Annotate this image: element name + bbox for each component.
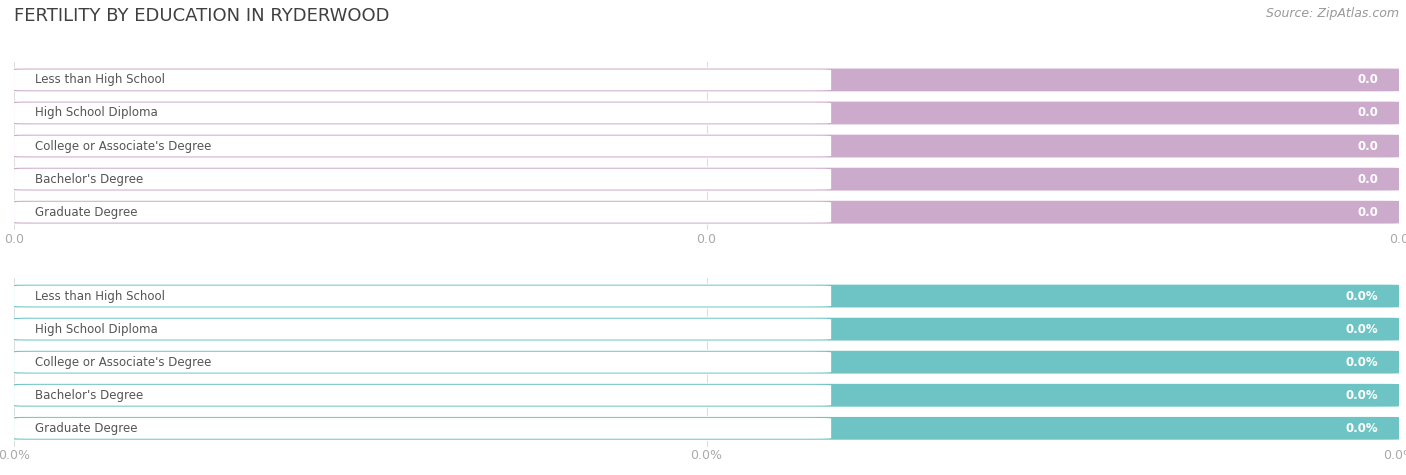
- FancyBboxPatch shape: [7, 351, 1406, 374]
- Text: College or Associate's Degree: College or Associate's Degree: [35, 140, 211, 152]
- Text: 0.0%: 0.0%: [1346, 389, 1378, 402]
- FancyBboxPatch shape: [7, 201, 1406, 224]
- Text: 0.0: 0.0: [1357, 106, 1378, 120]
- Text: 0.0: 0.0: [1357, 172, 1378, 186]
- Text: 0.0%: 0.0%: [1346, 422, 1378, 435]
- FancyBboxPatch shape: [14, 169, 831, 190]
- Text: 0.0%: 0.0%: [1346, 290, 1378, 303]
- Text: Bachelor's Degree: Bachelor's Degree: [35, 389, 143, 402]
- Text: Graduate Degree: Graduate Degree: [35, 422, 138, 435]
- FancyBboxPatch shape: [7, 318, 1406, 341]
- FancyBboxPatch shape: [14, 136, 831, 156]
- FancyBboxPatch shape: [14, 103, 831, 124]
- Text: FERTILITY BY EDUCATION IN RYDERWOOD: FERTILITY BY EDUCATION IN RYDERWOOD: [14, 7, 389, 25]
- FancyBboxPatch shape: [7, 168, 1406, 190]
- FancyBboxPatch shape: [7, 285, 1406, 307]
- Text: Graduate Degree: Graduate Degree: [35, 206, 138, 219]
- FancyBboxPatch shape: [7, 134, 1406, 158]
- FancyBboxPatch shape: [14, 352, 831, 372]
- Text: Less than High School: Less than High School: [35, 74, 165, 86]
- FancyBboxPatch shape: [14, 285, 831, 306]
- FancyBboxPatch shape: [7, 384, 1406, 407]
- Text: Less than High School: Less than High School: [35, 290, 165, 303]
- Text: 0.0: 0.0: [1357, 74, 1378, 86]
- FancyBboxPatch shape: [7, 102, 1406, 124]
- FancyBboxPatch shape: [14, 69, 831, 90]
- Text: 0.0: 0.0: [1357, 206, 1378, 219]
- FancyBboxPatch shape: [7, 417, 1406, 440]
- Text: High School Diploma: High School Diploma: [35, 106, 157, 120]
- Text: Bachelor's Degree: Bachelor's Degree: [35, 172, 143, 186]
- FancyBboxPatch shape: [14, 202, 831, 223]
- FancyBboxPatch shape: [7, 318, 1406, 341]
- FancyBboxPatch shape: [7, 351, 1406, 374]
- FancyBboxPatch shape: [7, 384, 1406, 407]
- FancyBboxPatch shape: [7, 68, 1406, 91]
- Text: 0.0%: 0.0%: [1346, 323, 1378, 336]
- FancyBboxPatch shape: [7, 134, 1406, 158]
- FancyBboxPatch shape: [7, 285, 1406, 307]
- FancyBboxPatch shape: [7, 168, 1406, 190]
- Text: 0.0%: 0.0%: [1346, 356, 1378, 369]
- Text: High School Diploma: High School Diploma: [35, 323, 157, 336]
- FancyBboxPatch shape: [14, 319, 831, 340]
- FancyBboxPatch shape: [14, 385, 831, 406]
- Text: 0.0: 0.0: [1357, 140, 1378, 152]
- FancyBboxPatch shape: [14, 418, 831, 439]
- FancyBboxPatch shape: [7, 68, 1406, 91]
- Text: College or Associate's Degree: College or Associate's Degree: [35, 356, 211, 369]
- FancyBboxPatch shape: [7, 102, 1406, 124]
- FancyBboxPatch shape: [7, 201, 1406, 224]
- FancyBboxPatch shape: [7, 417, 1406, 440]
- Text: Source: ZipAtlas.com: Source: ZipAtlas.com: [1265, 7, 1399, 20]
